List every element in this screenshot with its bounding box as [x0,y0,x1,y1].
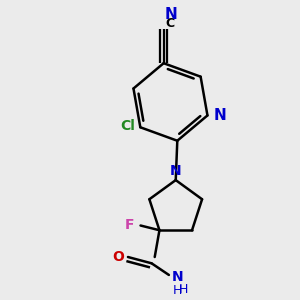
Text: Cl: Cl [120,119,135,133]
Text: H: H [179,283,188,296]
Text: C: C [165,17,174,30]
Text: F: F [125,218,135,232]
Text: N: N [172,270,184,284]
Text: N: N [170,164,182,178]
Text: N: N [213,108,226,123]
Text: H: H [173,284,182,297]
Text: O: O [112,250,124,264]
Text: N: N [165,7,178,22]
